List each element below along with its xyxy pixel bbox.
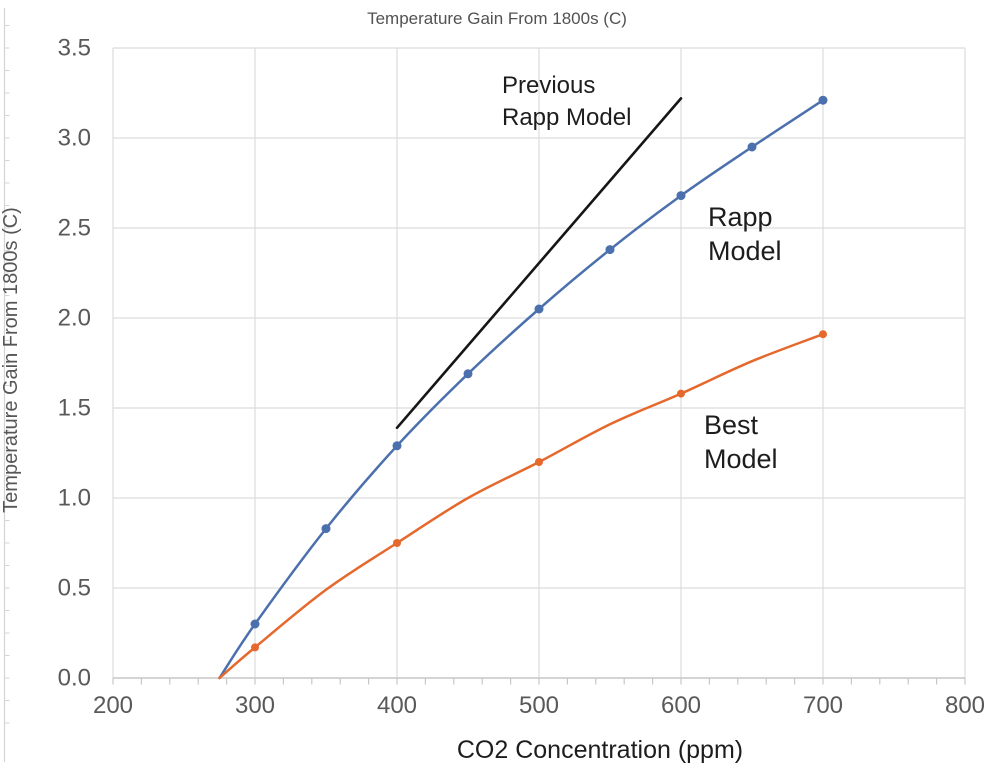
series-line-previous-rapp-model xyxy=(395,97,683,430)
tick-labels: 200 300 400 500 600 700 800 0.0 0.5 1.0 1.5 2.0 2.5 3… xyxy=(58,35,985,720)
y-tick-label-0.0: 0.0 xyxy=(58,665,91,692)
series-marker-rapp-model-550 xyxy=(605,245,615,255)
rapp-model-label: Rapp Model xyxy=(708,202,782,266)
series-line-rapp-model xyxy=(218,98,825,680)
series-marker-rapp-model-600 xyxy=(676,191,686,201)
x-tick-label-600: 600 xyxy=(661,692,701,719)
x-tick-label-700: 700 xyxy=(803,692,843,719)
x-tick-label-400: 400 xyxy=(377,692,417,719)
y-tick-label-2.0: 2.0 xyxy=(58,305,91,332)
x-tick-label-800: 800 xyxy=(945,692,985,719)
data-series xyxy=(218,95,828,680)
y-tick-label-0.5: 0.5 xyxy=(58,575,91,602)
x-tick-label-500: 500 xyxy=(519,692,559,719)
x-tick-label-300: 300 xyxy=(235,692,275,719)
series-marker-best-model-500 xyxy=(535,458,543,466)
series-marker-rapp-model-700 xyxy=(818,95,828,105)
y-axis-title: Temperature Gain From 1800s (C) xyxy=(0,207,22,513)
x-axis-title: CO2 Concentration (ppm) xyxy=(457,736,743,764)
y-tick-label-2.5: 2.5 xyxy=(58,215,91,242)
series-marker-rapp-model-650 xyxy=(747,142,757,152)
gridlines xyxy=(112,47,966,679)
series-line-best-model xyxy=(218,332,825,680)
y-tick-label-1.0: 1.0 xyxy=(58,485,91,512)
series-marker-best-model-600 xyxy=(677,389,685,398)
previous-rapp-model-label: Previous Rapp Model xyxy=(502,72,632,131)
best-model-label: Best Model xyxy=(704,410,778,474)
series-marker-rapp-model-300 xyxy=(250,619,260,629)
series-marker-rapp-model-400 xyxy=(392,441,402,451)
series-marker-best-model-400 xyxy=(393,539,401,547)
series-marker-rapp-model-500 xyxy=(534,304,544,314)
axis-lines xyxy=(112,677,966,685)
left-edge-axis xyxy=(3,8,10,762)
series-marker-best-model-700 xyxy=(819,330,827,339)
series-marker-rapp-model-350 xyxy=(321,524,331,534)
y-tick-label-3.0: 3.0 xyxy=(58,125,91,152)
y-tick-label-3.5: 3.5 xyxy=(58,35,91,62)
y-tick-label-1.5: 1.5 xyxy=(58,395,91,422)
series-marker-best-model-300 xyxy=(251,643,259,652)
x-tick-label-200: 200 xyxy=(93,692,133,719)
series-marker-rapp-model-450 xyxy=(463,369,473,379)
chart-title: Temperature Gain From 1800s (C) xyxy=(367,9,627,28)
